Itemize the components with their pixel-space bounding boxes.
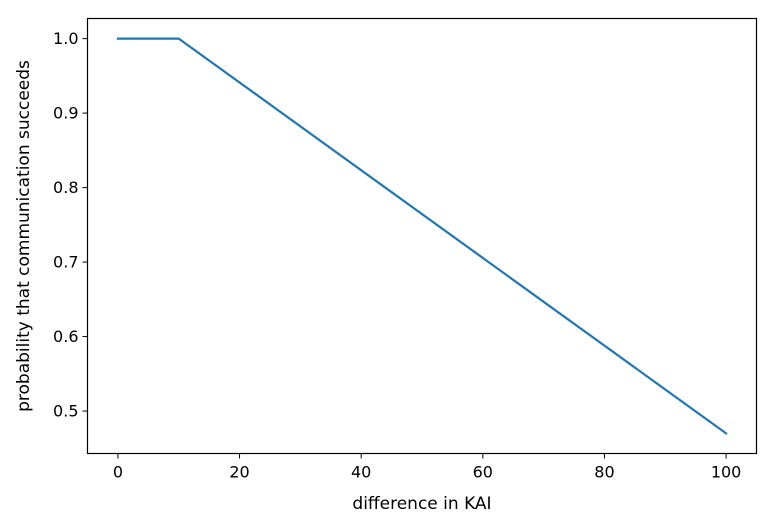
y-tick-label: 0.9	[53, 104, 78, 123]
y-axis-label: probability that communication succeeds	[14, 60, 34, 412]
x-tick-label: 20	[229, 463, 249, 482]
x-tick-label: 80	[594, 463, 614, 482]
x-tick-label: 100	[711, 463, 742, 482]
y-tick-label: 0.7	[53, 253, 78, 272]
x-axis-ticks: 0 20 40 60 80 100	[113, 453, 742, 482]
series-line-0	[116, 37, 728, 435]
plot-area	[116, 37, 728, 435]
y-tick-label: 1.0	[53, 29, 78, 48]
y-axis-ticks: 0.5 0.6 0.7 0.8 0.9 1.0	[53, 29, 88, 421]
x-tick-label: 60	[473, 463, 493, 482]
x-tick-label: 40	[351, 463, 371, 482]
x-tick-label: 0	[113, 463, 123, 482]
y-tick-label: 0.6	[53, 327, 78, 346]
x-axis-label: difference in KAI	[352, 494, 491, 514]
axes-frame	[86, 17, 758, 455]
y-tick-label: 0.8	[53, 178, 78, 197]
y-tick-label: 0.5	[53, 402, 78, 421]
